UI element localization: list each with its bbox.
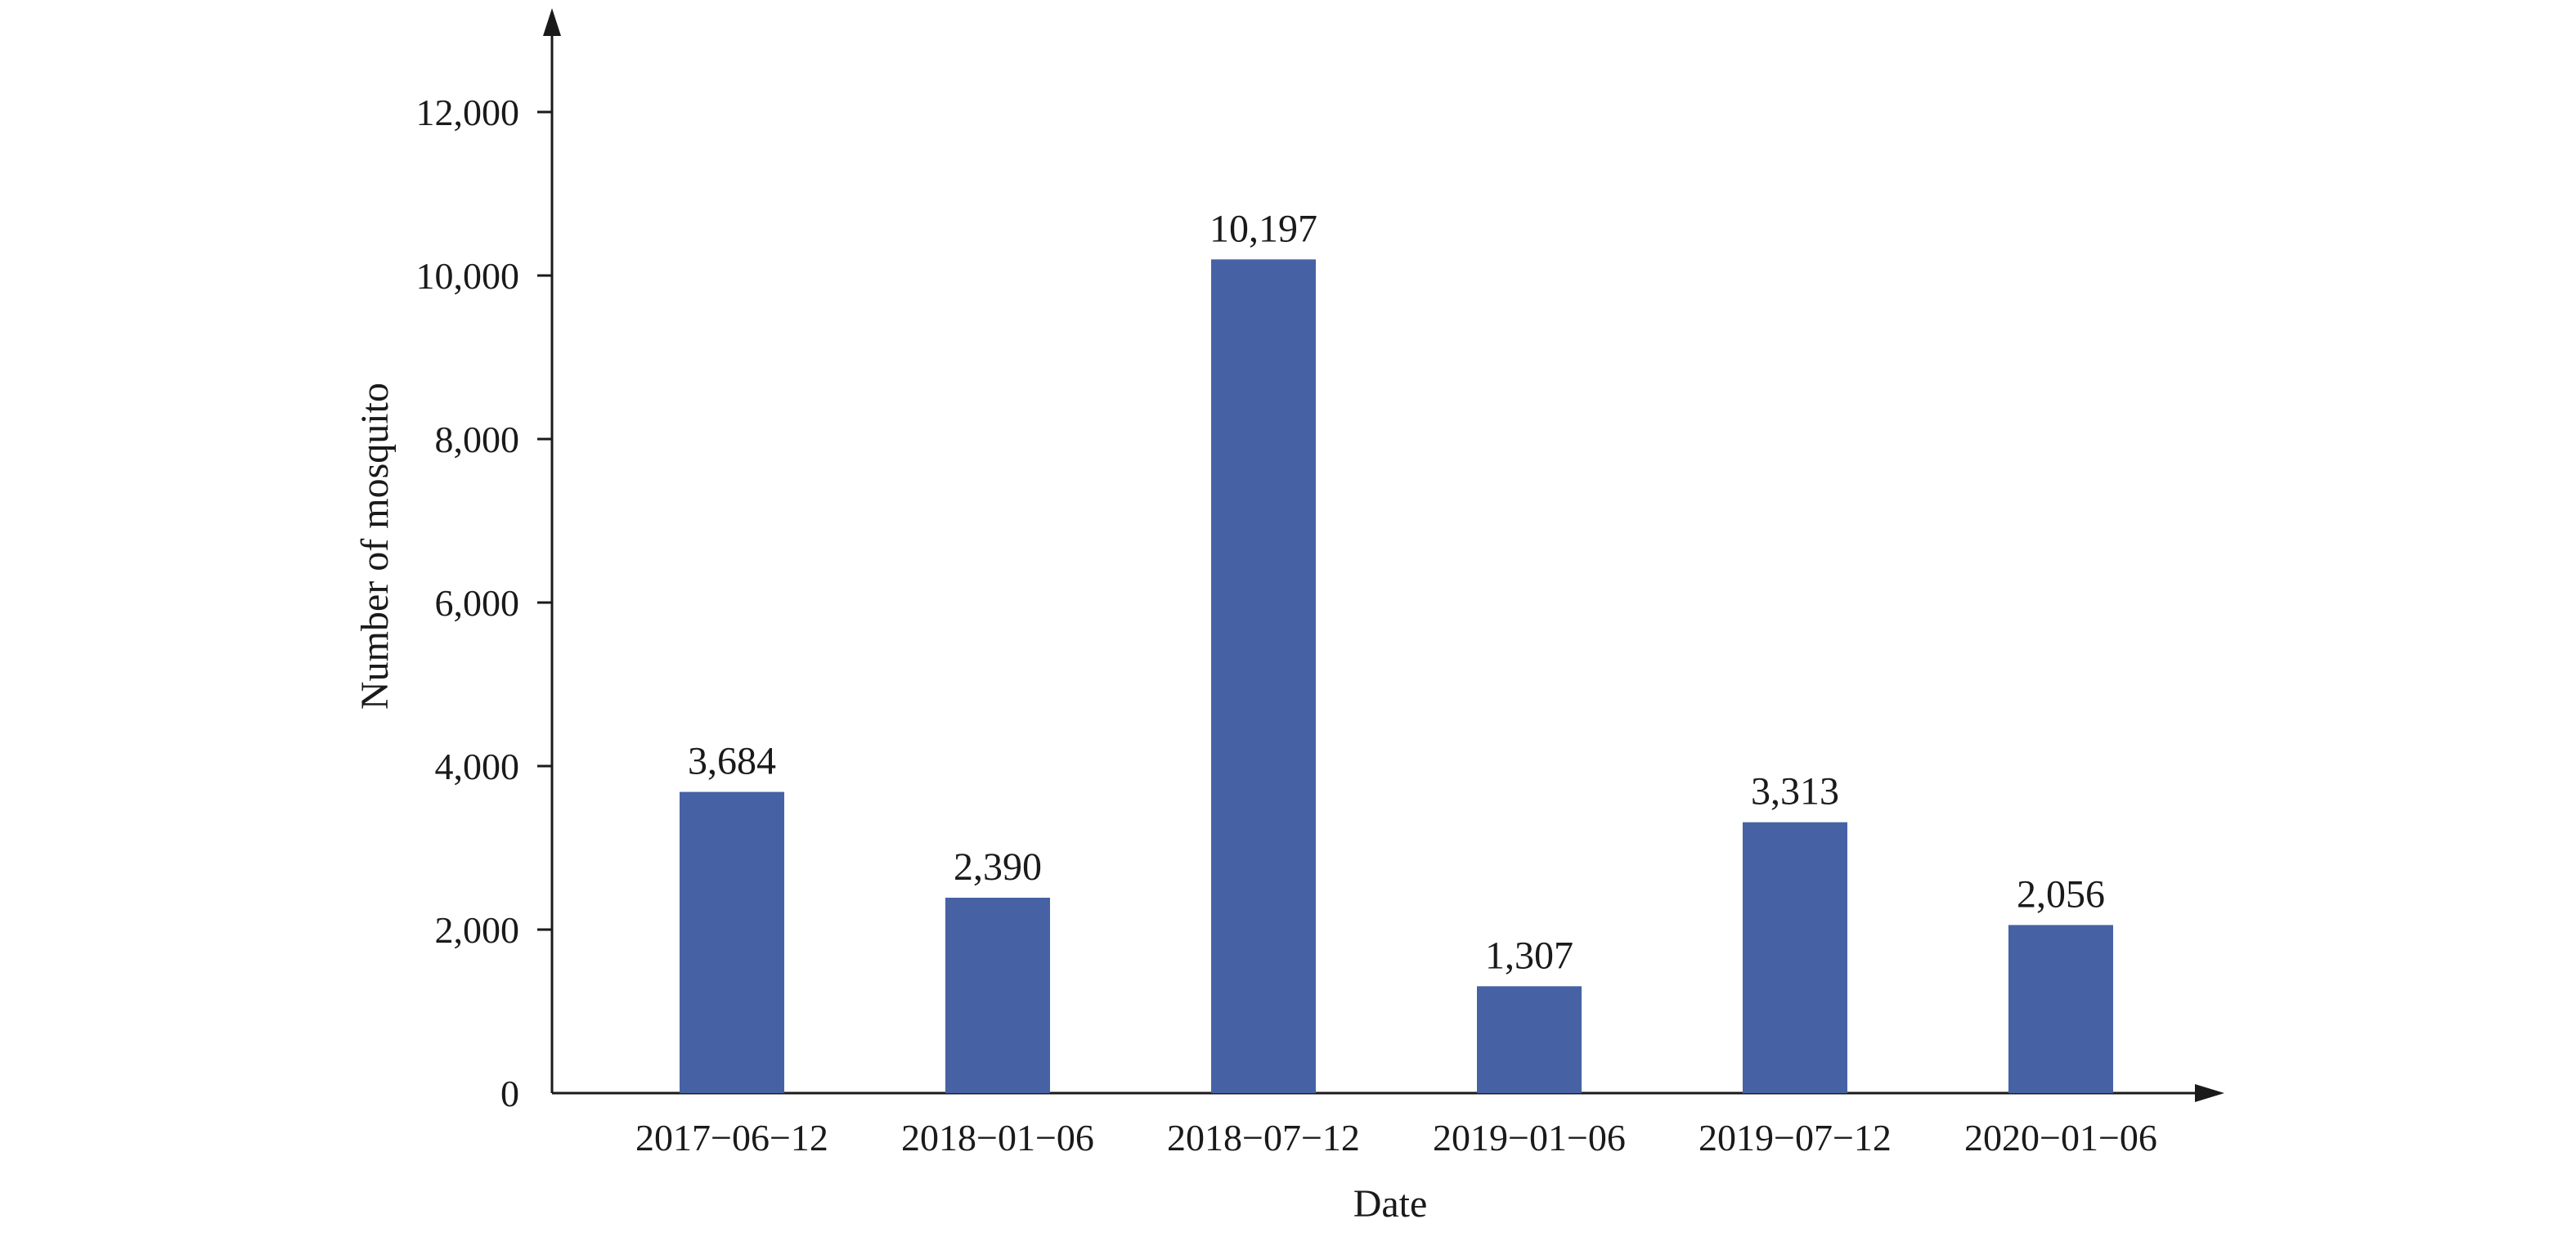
bar bbox=[1477, 986, 1582, 1093]
x-axis-title: Date bbox=[1353, 1182, 1428, 1226]
y-tick-label: 4,000 bbox=[435, 746, 520, 787]
bar-value-label: 2,390 bbox=[954, 845, 1042, 889]
y-axis-arrow bbox=[543, 8, 561, 36]
x-tick-label: 2017−06−12 bbox=[635, 1117, 828, 1159]
x-tick-label: 2018−01−06 bbox=[901, 1117, 1094, 1159]
y-axis-title: Number of mosquito bbox=[353, 383, 397, 710]
bar bbox=[1743, 822, 1847, 1093]
y-tick-label: 12,000 bbox=[416, 92, 520, 133]
bar bbox=[945, 898, 1050, 1093]
y-tick-label: 10,000 bbox=[416, 255, 520, 297]
y-tick-label: 8,000 bbox=[435, 419, 520, 460]
bar bbox=[2008, 925, 2113, 1093]
axes bbox=[537, 8, 2224, 1102]
y-tick-label: 0 bbox=[500, 1073, 519, 1114]
bar bbox=[680, 791, 784, 1093]
bar-value-label: 2,056 bbox=[2017, 872, 2105, 916]
labels: 0 2,000 4,000 6,000 8,000 10,000 12,000 3,684 20… bbox=[416, 92, 2157, 1159]
x-tick-label: 2018−07−12 bbox=[1167, 1117, 1360, 1159]
bar-value-label: 10,197 bbox=[1209, 207, 1317, 250]
x-tick-label: 2019−01−06 bbox=[1433, 1117, 1626, 1159]
bar-value-label: 1,307 bbox=[1485, 934, 1573, 977]
x-tick-label: 2019−07−12 bbox=[1699, 1117, 1892, 1159]
y-tick-label: 2,000 bbox=[435, 909, 520, 951]
bar bbox=[1211, 259, 1316, 1093]
x-axis-arrow bbox=[2195, 1084, 2224, 1102]
bar-value-label: 3,684 bbox=[688, 740, 776, 783]
bars bbox=[680, 259, 2113, 1093]
x-tick-label: 2020−01−06 bbox=[1964, 1117, 2157, 1159]
y-tick-label: 6,000 bbox=[435, 582, 520, 624]
bar-value-label: 3,313 bbox=[1751, 770, 1839, 813]
